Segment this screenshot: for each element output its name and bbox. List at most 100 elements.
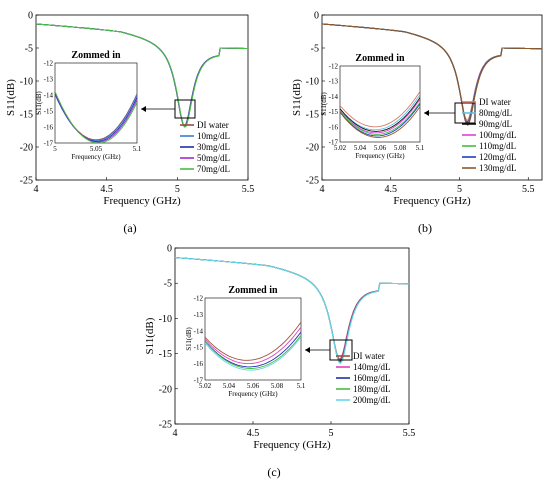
inset-title: Zommed in [71,50,121,61]
y-tick-label: -15 [20,110,33,121]
y-tick-label: 0 [167,244,172,255]
x-tick-label: 4 [34,184,39,195]
inset-y-tick-label: -12 [194,295,204,303]
inset-y-tick-label: -13 [329,78,339,86]
inset-x-tick-label: 5.04 [354,144,367,152]
x-tick-label: 5.5 [522,184,535,195]
zoom-arrow-head [141,106,146,112]
inset-y-tick-label: -15 [194,344,204,352]
legend-entry: DI water [479,97,511,107]
legend-entry: DI water [197,120,229,130]
panel-label: (c) [267,465,280,479]
legend-entry: 30mg/dL [197,142,230,152]
legend-entry: 160mg/dL [353,373,391,383]
legend-entry: 130mg/dL [479,163,517,173]
zoom-arrow-head [305,347,310,353]
y-tick-label: -15 [306,110,319,121]
inset-series-line-1 [205,326,301,365]
inset-x-tick-label: 5.1 [416,144,425,152]
inset-frame [204,297,302,381]
inset-series-line-5 [340,103,420,137]
y-tick-label: -20 [306,143,319,154]
series-line-6 [321,23,543,127]
y-tick-label: -25 [159,420,172,431]
inset-series-line-4 [205,336,301,371]
panel-label: (b) [418,221,432,235]
inset-title: Zommed in [228,285,278,296]
inset-x-axis-label: Frequency (GHz) [228,390,278,398]
inset-x-axis-label: Frequency (GHz) [355,152,405,160]
inset-title: Zommed in [355,53,405,64]
inset-x-tick-label: 5.06 [247,382,260,390]
inset-y-tick-label: -14 [194,327,204,335]
y-tick-label: -5 [164,279,172,290]
inset-x-tick-label: 5.05 [90,145,103,153]
x-tick-label: 5 [457,184,462,195]
inset-x-axis-label: Frequency (GHz) [71,153,121,161]
inset-y-tick-label: -17 [194,377,204,385]
legend-entry: 200mg/dL [353,395,391,405]
x-axis-label: Frequency (GHz) [253,439,331,451]
y-tick-label: 0 [28,11,33,22]
series-line-4 [35,23,248,128]
legend-entry: 180mg/dL [353,384,391,394]
y-tick-label: -5 [25,44,33,55]
inset-x-tick-label: 5.1 [133,145,142,153]
legend-entry: 80mg/dL [479,108,512,118]
y-axis-label: S11(dB) [144,317,156,354]
x-tick-label: 4.5 [247,428,260,439]
y-tick-label: -20 [20,143,33,154]
y-tick-label: -25 [20,176,33,187]
x-tick-label: 4.5 [100,184,113,195]
inset-x-tick-label: 5.02 [199,382,212,390]
inset-x-tick-label: 5.1 [297,382,306,390]
inset-y-tick-label: -13 [194,311,204,319]
inset-y-tick-label: -15 [44,108,54,116]
inset-y-tick-label: -17 [44,140,54,148]
legend-entry: 120mg/dL [479,152,517,162]
x-axis-label: Frequency (GHz) [393,195,471,207]
x-tick-label: 4 [320,184,325,195]
inset-x-tick-label: 5.02 [334,144,347,152]
legend-entry: 50mg/dL [197,153,230,163]
inset-y-tick-label: -12 [329,63,339,71]
panel-label: (a) [123,221,136,235]
y-tick-label: -10 [306,77,319,88]
y-tick-label: 0 [314,11,319,22]
x-tick-label: 4.5 [385,184,398,195]
legend-entry: 140mg/dL [353,362,391,372]
y-axis-label: S11(dB) [291,79,303,116]
y-tick-label: -20 [159,384,172,395]
inset-series-line-3 [205,335,301,369]
series-line-4 [174,256,409,365]
inset-frame [339,65,421,143]
legend-entry: 10mg/dL [197,131,230,141]
x-tick-label: 5 [175,184,180,195]
inset-series-line-2 [205,331,301,368]
y-tick-label: -5 [311,44,319,55]
y-tick-label: -10 [20,77,33,88]
inset-series-line-0 [340,91,420,128]
inset-y-tick-label: -16 [329,123,339,131]
inset-y-tick-label: -16 [194,360,204,368]
inset-x-tick-label: 5.06 [374,144,387,152]
y-tick-label: -10 [159,314,172,325]
inset-x-tick-label: 5.04 [223,382,236,390]
x-tick-label: 5.5 [403,428,416,439]
chart-panel-2: 0 -5 -10 -15 -20 -254 4.5 5 5.5 Frequency (GHz) S1… [144,244,415,480]
x-tick-label: 5.5 [242,184,255,195]
x-axis-label: Frequency (GHz) [103,195,181,207]
y-axis-label: S11(dB) [5,79,17,116]
inset-frame [54,62,138,144]
legend-entry: 70mg/dL [197,164,230,174]
legend-entry: 90mg/dL [479,119,512,129]
inset-series-line-2 [340,97,420,132]
inset-x-tick-label: 5 [53,145,57,153]
chart-panel-0: 0 -5 -10 -15 -20 -254 4.5 5 5.5 Frequency (GHz) S1… [5,11,254,236]
inset-y-tick-label: -17 [329,139,339,147]
inset-x-tick-label: 5.08 [271,382,284,390]
inset-y-tick-label: -16 [44,124,54,132]
inset-series-line-4 [340,101,420,135]
inset-y-tick-label: -14 [44,92,54,100]
